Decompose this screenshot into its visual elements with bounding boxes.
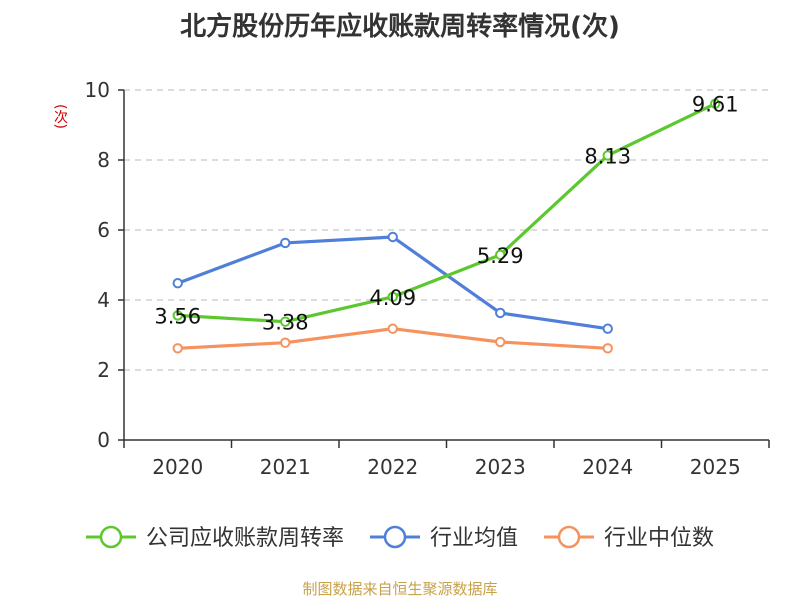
y-tick-label: 4 — [97, 288, 110, 312]
y-tick-label: 8 — [97, 148, 110, 172]
chart-title: 北方股份历年应收账款周转率情况(次) — [180, 12, 620, 42]
data-point — [172, 310, 183, 321]
legend-swatch-marker — [99, 525, 123, 549]
data-point — [387, 323, 398, 334]
data-point — [280, 237, 291, 249]
data-source-note: 制图数据来自恒生聚源数据库 — [302, 580, 498, 598]
data-label: 3.38 — [262, 311, 309, 335]
data-point — [602, 323, 613, 334]
legend-label: 行业均值 — [430, 526, 518, 551]
data-point — [495, 307, 506, 319]
data-point — [387, 231, 398, 243]
data-point — [602, 343, 613, 354]
y-axis-label: (次) — [52, 104, 68, 129]
legend-item[interactable]: 公司应收账款周转率 — [85, 525, 344, 551]
legend-swatch-marker — [557, 525, 581, 549]
data-point — [710, 98, 721, 109]
data-point — [495, 336, 506, 348]
legend[interactable]: 公司应收账款周转率 行业均值 行业中位数 — [85, 525, 714, 551]
legend-swatch-marker — [383, 525, 407, 549]
data-point — [280, 337, 291, 348]
y-tick-label: 0 — [97, 428, 110, 452]
legend-item[interactable]: 行业均值 — [370, 525, 518, 551]
legend-label: 行业中位数 — [604, 526, 714, 551]
series-line — [176, 235, 610, 331]
axes: 0 2 4 6 8 10 2020 2021 2022 2023 2024 2025 — [85, 78, 770, 479]
data-label: 5.29 — [477, 244, 524, 268]
data-point — [280, 316, 291, 327]
data-point — [172, 343, 183, 354]
data-label: 3.56 — [154, 304, 201, 328]
series-line — [176, 102, 717, 324]
legend-item[interactable]: 行业中位数 — [544, 525, 714, 551]
data-point — [602, 150, 613, 161]
y-tick-label: 2 — [97, 358, 110, 382]
data-point — [172, 278, 183, 289]
data-point — [495, 249, 506, 261]
x-tick-label: 2023 — [475, 455, 526, 479]
y-tick-label: 10 — [85, 78, 110, 102]
data-labels: 3.56 3.38 4.09 5.29 8.13 9.61 — [154, 93, 738, 335]
x-tick-label: 2025 — [690, 455, 741, 479]
x-tick-label: 2022 — [367, 455, 418, 479]
grid-lines — [124, 89, 769, 371]
x-tick-label: 2024 — [582, 455, 633, 479]
data-label: 9.61 — [692, 93, 739, 117]
x-tick-label: 2020 — [152, 455, 203, 479]
y-tick-label: 6 — [97, 218, 110, 242]
x-tick-label: 2021 — [260, 455, 311, 479]
data-label: 4.09 — [369, 286, 416, 310]
series-group — [172, 98, 721, 354]
data-label: 8.13 — [584, 144, 631, 168]
data-point — [387, 291, 398, 303]
legend-label: 公司应收账款周转率 — [146, 526, 344, 551]
